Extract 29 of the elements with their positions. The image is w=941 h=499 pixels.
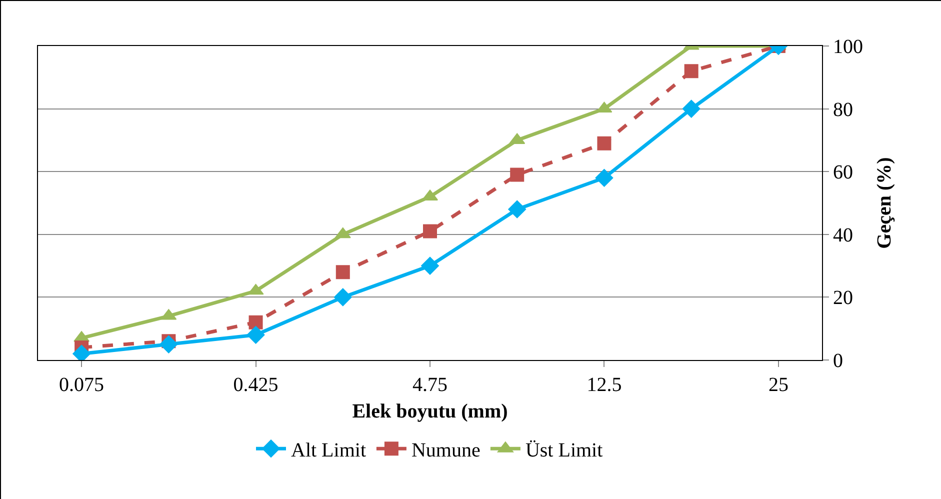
y-tick-label: 20 <box>833 287 853 310</box>
point <box>508 200 526 218</box>
point <box>246 326 265 344</box>
point <box>595 168 614 187</box>
point <box>682 100 700 118</box>
x-tick-label: 0.425 <box>233 374 278 396</box>
x-tick-label: 25 <box>768 374 788 396</box>
point <box>334 288 352 306</box>
x-tick-label: 12.5 <box>586 374 622 396</box>
x-axis-title: Elek boyutu (mm) <box>352 400 508 422</box>
point <box>684 64 698 78</box>
point <box>423 224 437 238</box>
point <box>421 256 439 275</box>
y-tick-label: 0 <box>833 350 843 372</box>
y-axis-title: Geçen (%) <box>874 157 896 249</box>
legend-label: Üst Limit <box>525 439 604 462</box>
point <box>510 168 524 182</box>
y-tick-label: 40 <box>833 224 853 246</box>
legend-label: Alt Limit <box>291 439 366 462</box>
legend-label: Numune <box>411 439 480 462</box>
point <box>336 265 350 280</box>
y-tick-label: 60 <box>833 162 853 184</box>
y-tick-label: 100 <box>833 36 863 58</box>
point <box>160 335 178 354</box>
point <box>597 136 612 150</box>
x-tick-label: 4.75 <box>412 374 448 396</box>
point <box>248 315 263 330</box>
x-tick-label: 0.075 <box>59 374 104 396</box>
y-tick-label: 80 <box>833 98 853 121</box>
